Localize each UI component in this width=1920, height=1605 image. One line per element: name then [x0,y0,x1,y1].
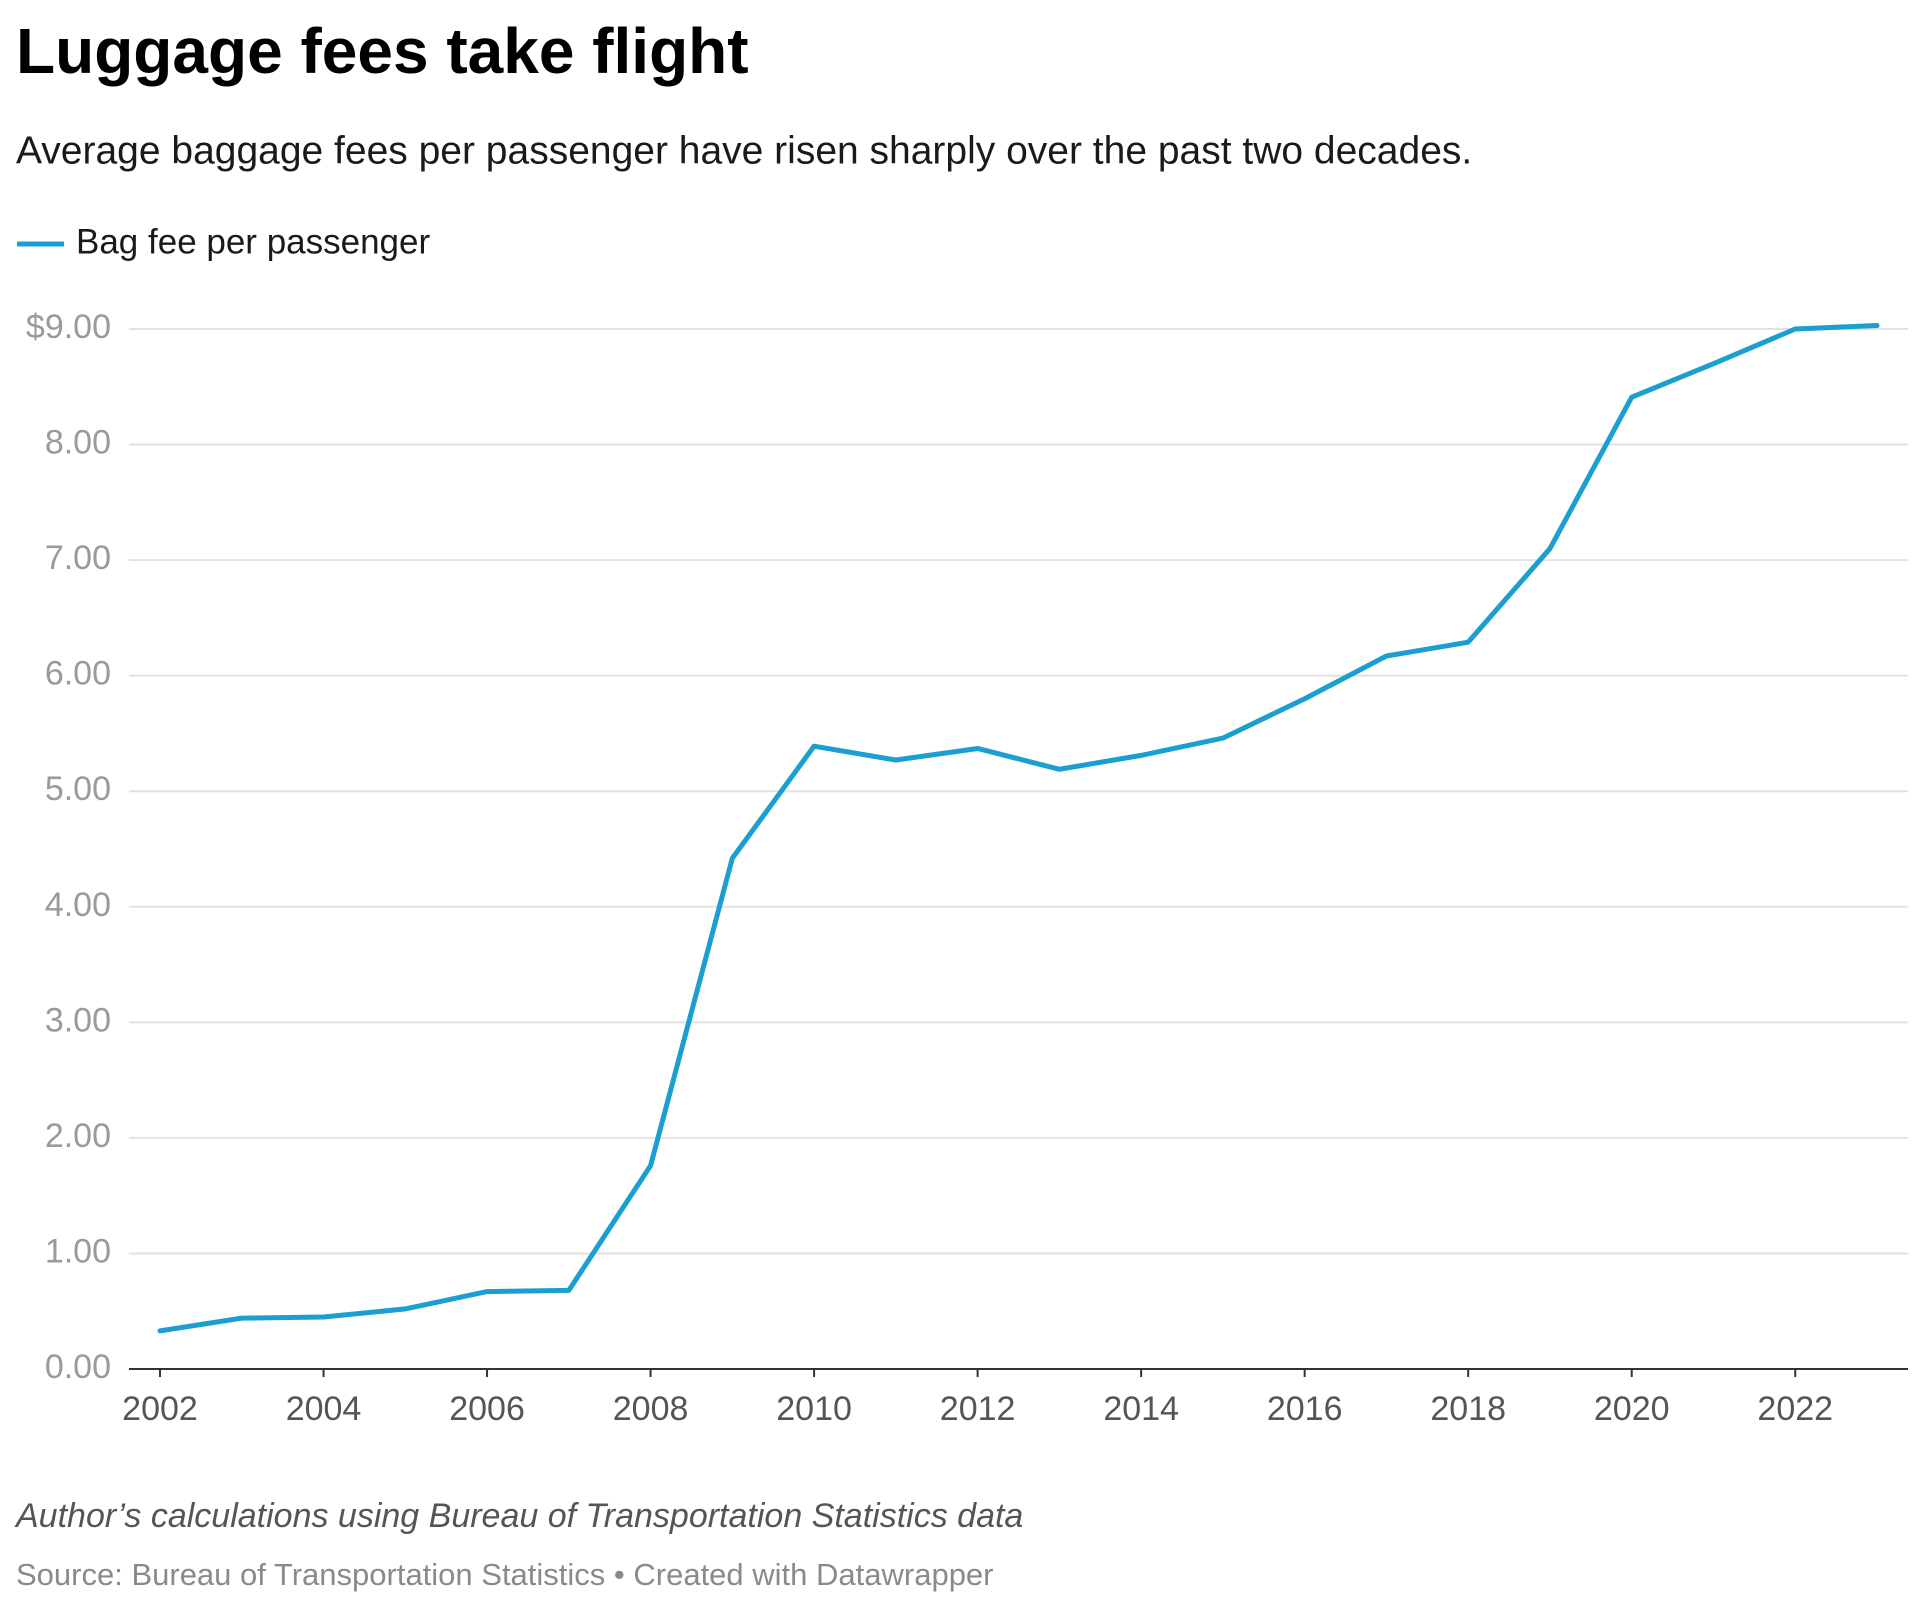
x-tick-label: 2014 [1103,1390,1179,1428]
y-tick-label: 1.00 [45,1232,111,1270]
y-tick-label: 3.00 [45,1001,111,1039]
legend-label: Bag fee per passenger [76,222,430,261]
y-tick-label: 5.00 [45,770,111,808]
chart-title: Luggage fees take flight [16,15,749,87]
y-tick-label: 7.00 [45,539,111,577]
y-tick-label: 4.00 [45,886,111,924]
chart-source: Source: Bureau of Transportation Statist… [16,1557,994,1592]
chart-subtitle: Average baggage fees per passenger have … [16,129,1472,172]
x-tick-label: 2016 [1267,1390,1343,1428]
x-tick-label: 2022 [1757,1390,1833,1428]
x-tick-label: 2008 [613,1390,689,1428]
x-tick-label: 2018 [1430,1390,1506,1428]
y-tick-label: $9.00 [26,308,111,346]
x-tick-label: 2012 [940,1390,1016,1428]
y-tick-label: 8.00 [45,424,111,462]
y-tick-label: 6.00 [45,655,111,693]
x-tick-label: 2010 [776,1390,852,1428]
x-tick-label: 2006 [449,1390,525,1428]
data-line [157,323,1880,1334]
x-tick-label: 2004 [286,1390,362,1428]
chart-note: Author’s calculations using Bureau of Tr… [14,1497,1023,1535]
y-tick-label: 0.00 [45,1348,111,1386]
x-tick-label: 2020 [1594,1390,1670,1428]
x-tick-label: 2002 [122,1390,198,1428]
y-tick-label: 2.00 [45,1117,111,1155]
